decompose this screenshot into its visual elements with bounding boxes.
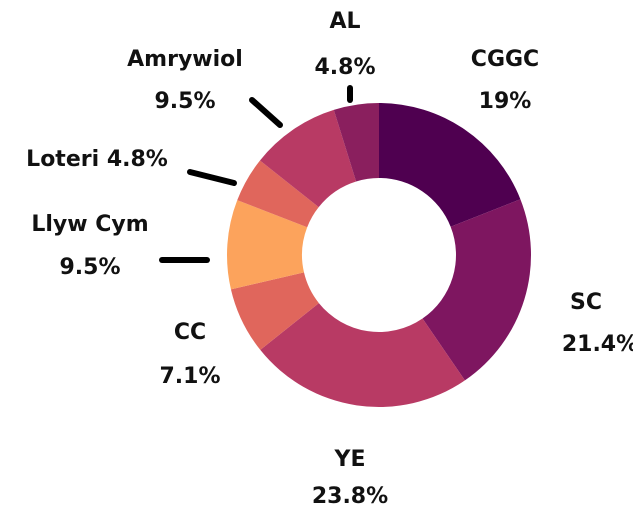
- category-label: Loteri: [26, 147, 99, 172]
- slice: [227, 200, 308, 290]
- slice: [230, 272, 319, 350]
- category-label: CGGC: [471, 47, 539, 72]
- category-label: SC: [570, 290, 602, 315]
- category-label: Llyw Cym: [31, 212, 148, 237]
- slice: [237, 160, 319, 228]
- slice: [333, 103, 379, 182]
- value-label: 4.8%: [314, 55, 375, 80]
- leader-line: [187, 169, 237, 186]
- value-label: 21.4%: [562, 332, 633, 357]
- value-label: 23.8%: [312, 484, 388, 509]
- slice-label: Loteri 4.8%: [26, 147, 168, 172]
- value-label: 9.5%: [154, 89, 215, 114]
- slice: [260, 303, 465, 407]
- category-label: YE: [334, 447, 366, 472]
- category-label: CC: [174, 320, 206, 345]
- value-label: 4.8%: [107, 147, 168, 172]
- slice: [259, 109, 357, 208]
- value-label: 9.5%: [59, 255, 120, 280]
- value-label: 7.1%: [159, 364, 220, 389]
- slice: [379, 103, 521, 227]
- category-label: AL: [329, 9, 360, 34]
- value-label: 19%: [479, 89, 532, 114]
- slice: [422, 199, 531, 381]
- category-label: Amrywiol: [127, 47, 243, 72]
- leader-line: [249, 97, 283, 128]
